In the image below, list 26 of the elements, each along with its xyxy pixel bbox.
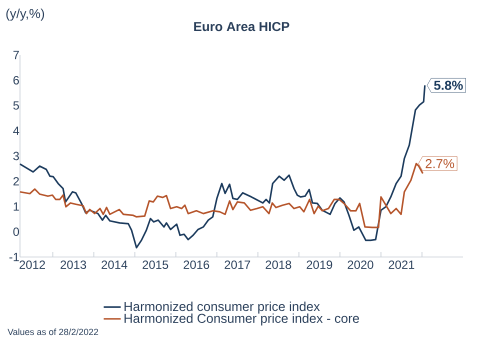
y-tick-label: 2 [13, 177, 19, 186]
y-tick-label: 4 [13, 126, 20, 135]
x-tick-label: 2017 [224, 260, 250, 269]
x-tick-label: 2014 [102, 260, 128, 269]
y-axis-title: (y/y,%) [6, 8, 44, 21]
x-tick-label: 2012 [20, 260, 45, 269]
x-tick-label: 2016 [184, 260, 210, 269]
x-tick-label: 2013 [60, 260, 86, 269]
text: Values as of 28/2/2022 [8, 328, 98, 336]
y-tick-label: 1 [14, 202, 19, 211]
x-tick-label: 2020 [348, 260, 374, 269]
y-tick-label: 6 [13, 76, 19, 84]
x-tick-label: 2019 [306, 260, 332, 269]
x-tick-label: 2021 [388, 260, 414, 269]
annotation: 2.7% [426, 159, 454, 168]
y-tick-label: -1 [9, 252, 19, 262]
y-tick-label: 7 [13, 50, 19, 60]
annotation: 5.8% [434, 80, 463, 90]
x-tick-label: 2015 [142, 260, 168, 269]
y-tick-label: 3 [13, 152, 19, 160]
chart-title: Euro Area HICP [194, 22, 290, 32]
y-tick-label: 0 [13, 228, 20, 236]
legend-label: Harmonized consumer price index [124, 302, 320, 314]
y-tick-label: 5 [13, 101, 19, 110]
legend-label: Harmonized Consumer price index - core [124, 313, 359, 326]
x-tick-label: 2018 [266, 260, 292, 269]
